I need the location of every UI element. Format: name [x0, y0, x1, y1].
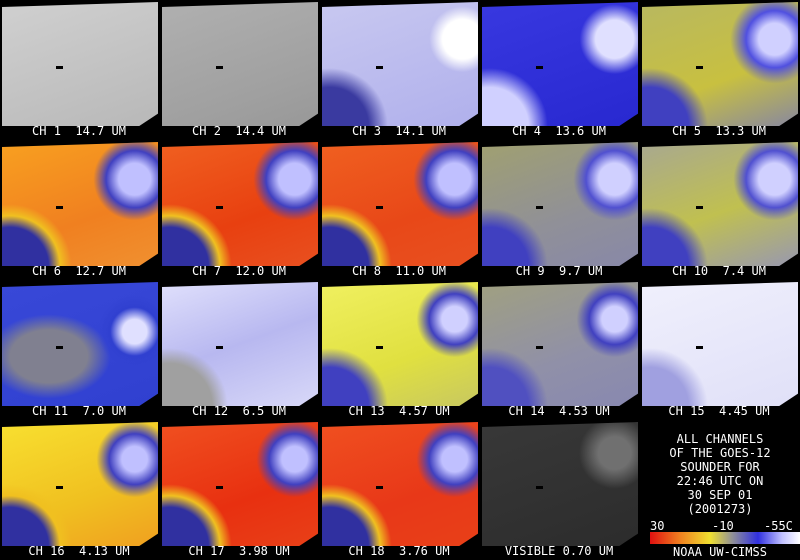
image-tile: CH 5 13.3 UM	[640, 0, 798, 140]
marker	[536, 66, 543, 69]
info-line: OF THE GOES-12	[669, 446, 771, 460]
satellite-image	[162, 422, 318, 546]
marker	[56, 66, 63, 69]
tile-label: CH 17 3.98 UM	[188, 544, 290, 558]
image-tile: CH 6 12.7 UM	[0, 140, 158, 280]
marker	[216, 346, 223, 349]
satellite-image	[322, 282, 478, 406]
satellite-image	[162, 282, 318, 406]
colorbar-label: -55C	[764, 519, 793, 533]
tile-label: CH 4 13.6 UM	[512, 124, 606, 138]
marker	[536, 486, 543, 489]
image-tile: VISIBLE 0.70 UM	[480, 420, 638, 560]
tile-label: CH 13 4.57 UM	[348, 404, 450, 418]
satellite-image	[642, 142, 798, 266]
marker	[536, 346, 543, 349]
marker	[216, 66, 223, 69]
satellite-image	[482, 422, 638, 546]
marker	[56, 486, 63, 489]
info-line: ALL CHANNELS	[676, 432, 764, 446]
image-tile: CH 18 3.76 UM	[320, 420, 478, 560]
image-tile: CH 1 14.7 UM	[0, 0, 158, 140]
info-line: 30 SEP 01	[687, 488, 753, 502]
image-tile: CH 3 14.1 UM	[320, 0, 478, 140]
tile-label: CH 10 7.4 UM	[672, 264, 766, 278]
satellite-image	[482, 282, 638, 406]
image-tile: CH 16 4.13 UM	[0, 420, 158, 560]
color-bar	[650, 532, 800, 544]
satellite-image	[322, 142, 478, 266]
marker	[216, 206, 223, 209]
image-tile: CH 15 4.45 UM	[640, 280, 798, 420]
satellite-image	[642, 282, 798, 406]
tile-label: CH 3 14.1 UM	[352, 124, 446, 138]
tile-label: CH 15 4.45 UM	[668, 404, 770, 418]
image-tile: CH 9 9.7 UM	[480, 140, 638, 280]
tile-label: CH 11 7.0 UM	[32, 404, 126, 418]
marker	[216, 486, 223, 489]
tile-label: CH 8 11.0 UM	[352, 264, 446, 278]
satellite-image	[2, 2, 158, 126]
tile-label: CH 9 9.7 UM	[515, 264, 603, 278]
marker	[376, 66, 383, 69]
satellite-image	[322, 422, 478, 546]
marker	[376, 486, 383, 489]
image-tile: CH 8 11.0 UM	[320, 140, 478, 280]
satellite-image	[482, 2, 638, 126]
image-tile: CH 11 7.0 UM	[0, 280, 158, 420]
tile-label: VISIBLE 0.70 UM	[504, 544, 614, 558]
marker	[376, 206, 383, 209]
tile-label: CH 5 13.3 UM	[672, 124, 766, 138]
tile-label: CH 18 3.76 UM	[348, 544, 450, 558]
image-tile: CH 12 6.5 UM	[160, 280, 318, 420]
tile-label: CH 14 4.53 UM	[508, 404, 610, 418]
image-tile: CH 17 3.98 UM	[160, 420, 318, 560]
info-line: (2001273)	[687, 502, 753, 516]
info-line: 22:46 UTC ON	[676, 474, 764, 488]
image-tile: CH 13 4.57 UM	[320, 280, 478, 420]
satellite-image	[642, 2, 798, 126]
colorbar-label: 30	[650, 519, 665, 533]
image-tile: CH 10 7.4 UM	[640, 140, 798, 280]
marker	[376, 346, 383, 349]
tile-label: CH 6 12.7 UM	[32, 264, 126, 278]
tile-label: CH 16 4.13 UM	[28, 544, 130, 558]
image-tile: CH 14 4.53 UM	[480, 280, 638, 420]
tile-label: CH 12 6.5 UM	[192, 404, 286, 418]
image-tile: CH 2 14.4 UM	[160, 0, 318, 140]
marker	[56, 206, 63, 209]
satellite-image	[162, 142, 318, 266]
image-tile: CH 4 13.6 UM	[480, 0, 638, 140]
marker	[696, 66, 703, 69]
satellite-image	[322, 2, 478, 126]
info-block: ALL CHANNELS OF THE GOES-12 SOUNDER FOR 22:…	[640, 420, 800, 560]
marker	[696, 206, 703, 209]
info-line: SOUNDER FOR	[680, 460, 760, 474]
satellite-image	[2, 282, 158, 406]
marker	[536, 206, 543, 209]
tile-label: CH 7 12.0 UM	[192, 264, 286, 278]
colorbar-label: -10	[712, 519, 734, 533]
tile-label: CH 2 14.4 UM	[192, 124, 286, 138]
satellite-image	[482, 142, 638, 266]
satellite-image	[2, 142, 158, 266]
tile-label: CH 1 14.7 UM	[32, 124, 126, 138]
satellite-image	[162, 2, 318, 126]
image-tile: CH 7 12.0 UM	[160, 140, 318, 280]
credit: NOAA UW-CIMSS	[673, 545, 767, 559]
marker	[56, 346, 63, 349]
satellite-image	[2, 422, 158, 546]
marker	[696, 346, 703, 349]
